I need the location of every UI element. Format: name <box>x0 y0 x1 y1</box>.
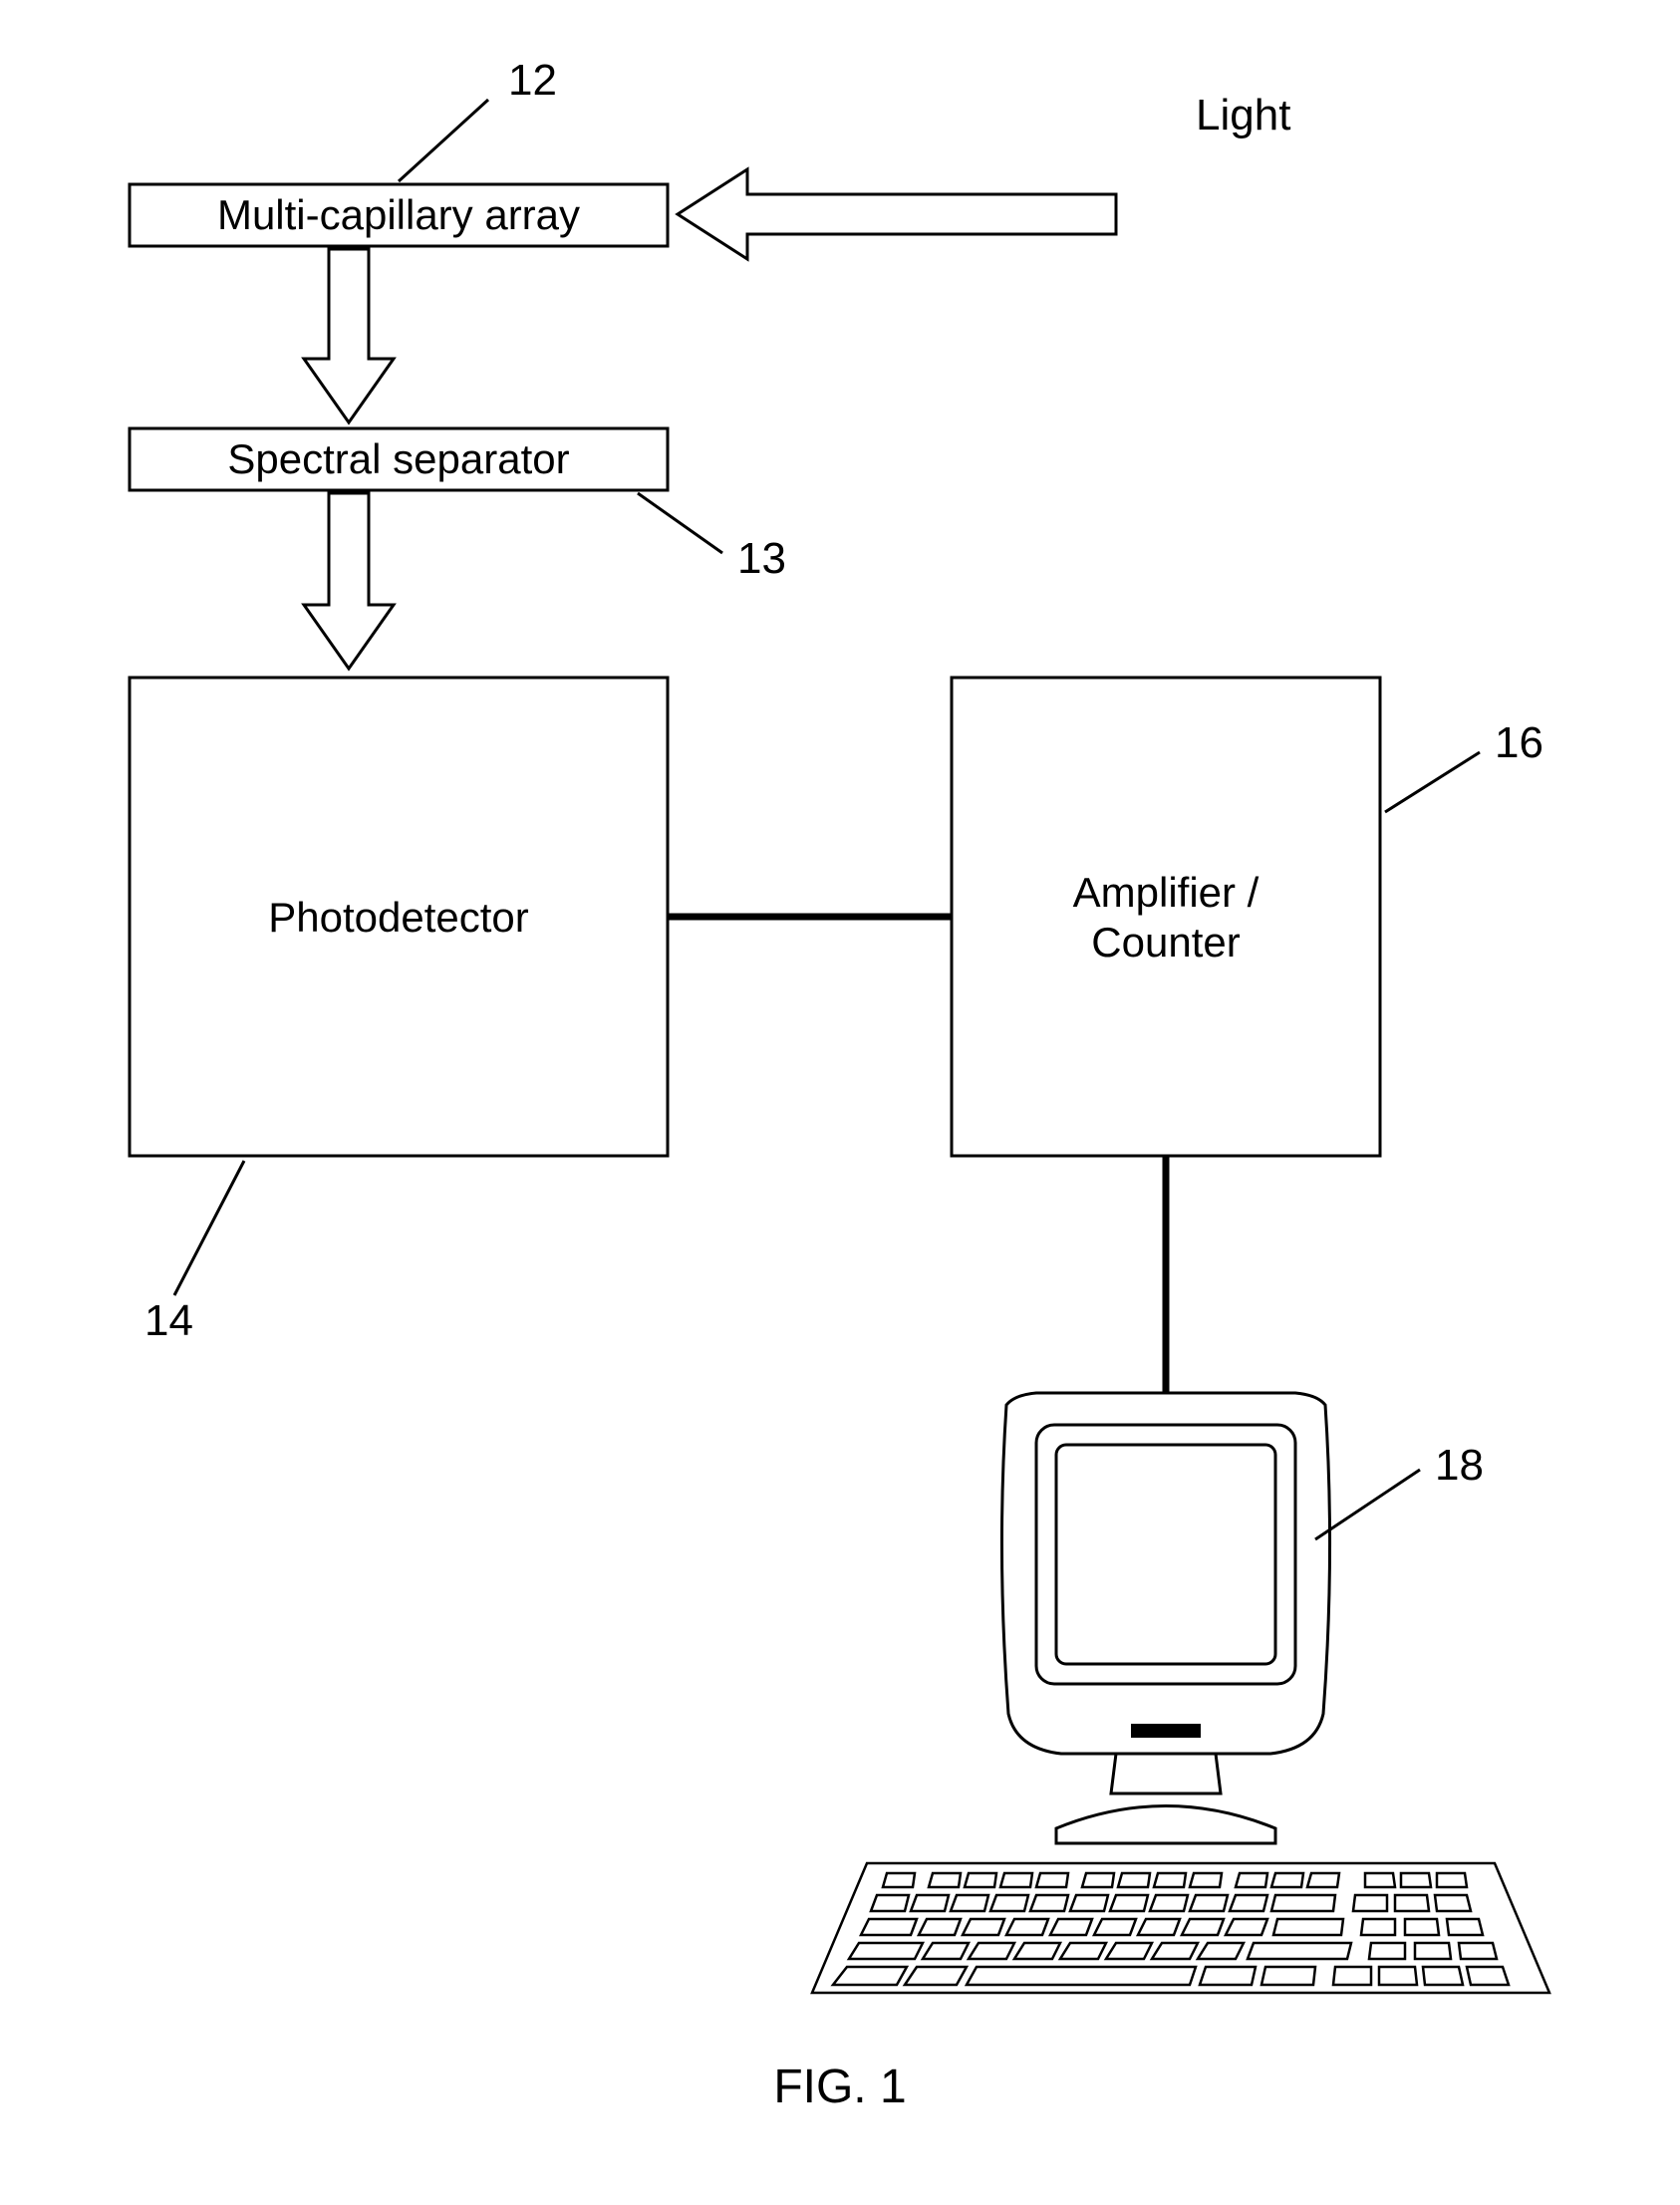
amplifier-label-2: Counter <box>1091 919 1240 965</box>
amplifier-label-1: Amplifier / <box>1073 869 1260 916</box>
figure-caption: FIG. 1 <box>773 2061 906 2113</box>
ref-num-14: 14 <box>144 1296 193 1345</box>
ref-leader-16 <box>1385 752 1480 812</box>
multi-capillary-box: Multi-capillary array <box>130 184 668 246</box>
arrow-ss-to-pd <box>304 493 394 669</box>
ref-num-13: 13 <box>737 534 786 583</box>
spectral-separator-box: Spectral separator <box>130 428 668 490</box>
arrow-mc-to-ss <box>304 249 394 422</box>
amplifier-box: Amplifier / Counter <box>952 678 1380 1156</box>
photodetector-label: Photodetector <box>268 894 529 941</box>
ref-leader-18 <box>1315 1470 1420 1539</box>
ref-leader-12 <box>399 100 488 181</box>
computer-icon <box>1001 1393 1329 1843</box>
light-arrow <box>678 169 1116 259</box>
ref-leader-13 <box>638 493 722 553</box>
ref-num-18: 18 <box>1435 1441 1484 1490</box>
figure-svg: Light Multi-capillary array 12 Spectral … <box>0 0 1680 2205</box>
keyboard-icon <box>812 1863 1549 1993</box>
spectral-separator-label: Spectral separator <box>227 435 569 482</box>
ref-num-12: 12 <box>508 56 557 105</box>
light-label: Light <box>1196 91 1290 139</box>
multi-capillary-label: Multi-capillary array <box>217 191 580 238</box>
ref-leader-14 <box>174 1161 244 1295</box>
ref-num-16: 16 <box>1495 718 1543 767</box>
photodetector-box: Photodetector <box>130 678 668 1156</box>
